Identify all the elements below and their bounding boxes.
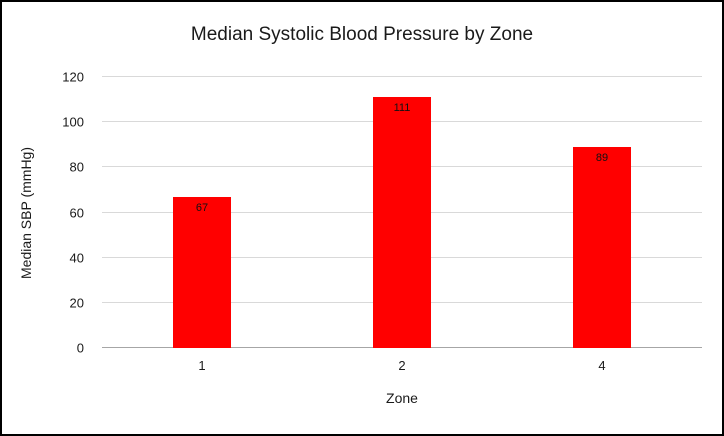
- y-tick-label: 100: [62, 114, 84, 130]
- x-axis-title: Zone: [386, 390, 418, 406]
- x-tick-label: 4: [598, 358, 606, 373]
- y-tick-label: 20: [69, 295, 84, 311]
- chart-title: Median Systolic Blood Pressure by Zone: [190, 24, 534, 45]
- x-tick-label: 1: [198, 358, 206, 373]
- x-tick-label: 2: [398, 358, 406, 373]
- gridline: [102, 76, 702, 77]
- bar-data-label: 89: [595, 152, 609, 165]
- y-tick-label: 60: [69, 205, 84, 220]
- x-axis-labels: 1 2 4: [102, 358, 702, 376]
- y-axis-ticks: 0 20 40 60 80 100 120: [2, 70, 94, 356]
- y-tick-label: 80: [69, 159, 84, 175]
- y-tick-label: 120: [62, 69, 84, 85]
- bar-zone-2: 111: [373, 97, 431, 348]
- plot-area: 67 111 89: [102, 76, 702, 348]
- bar-data-label: 111: [393, 102, 411, 115]
- bar-data-label: 67: [195, 201, 209, 214]
- bar-zone-4: 89: [573, 147, 631, 348]
- y-tick-label: 0: [76, 340, 84, 356]
- bar-zone-1: 67: [172, 196, 231, 348]
- y-tick-label: 40: [69, 250, 84, 266]
